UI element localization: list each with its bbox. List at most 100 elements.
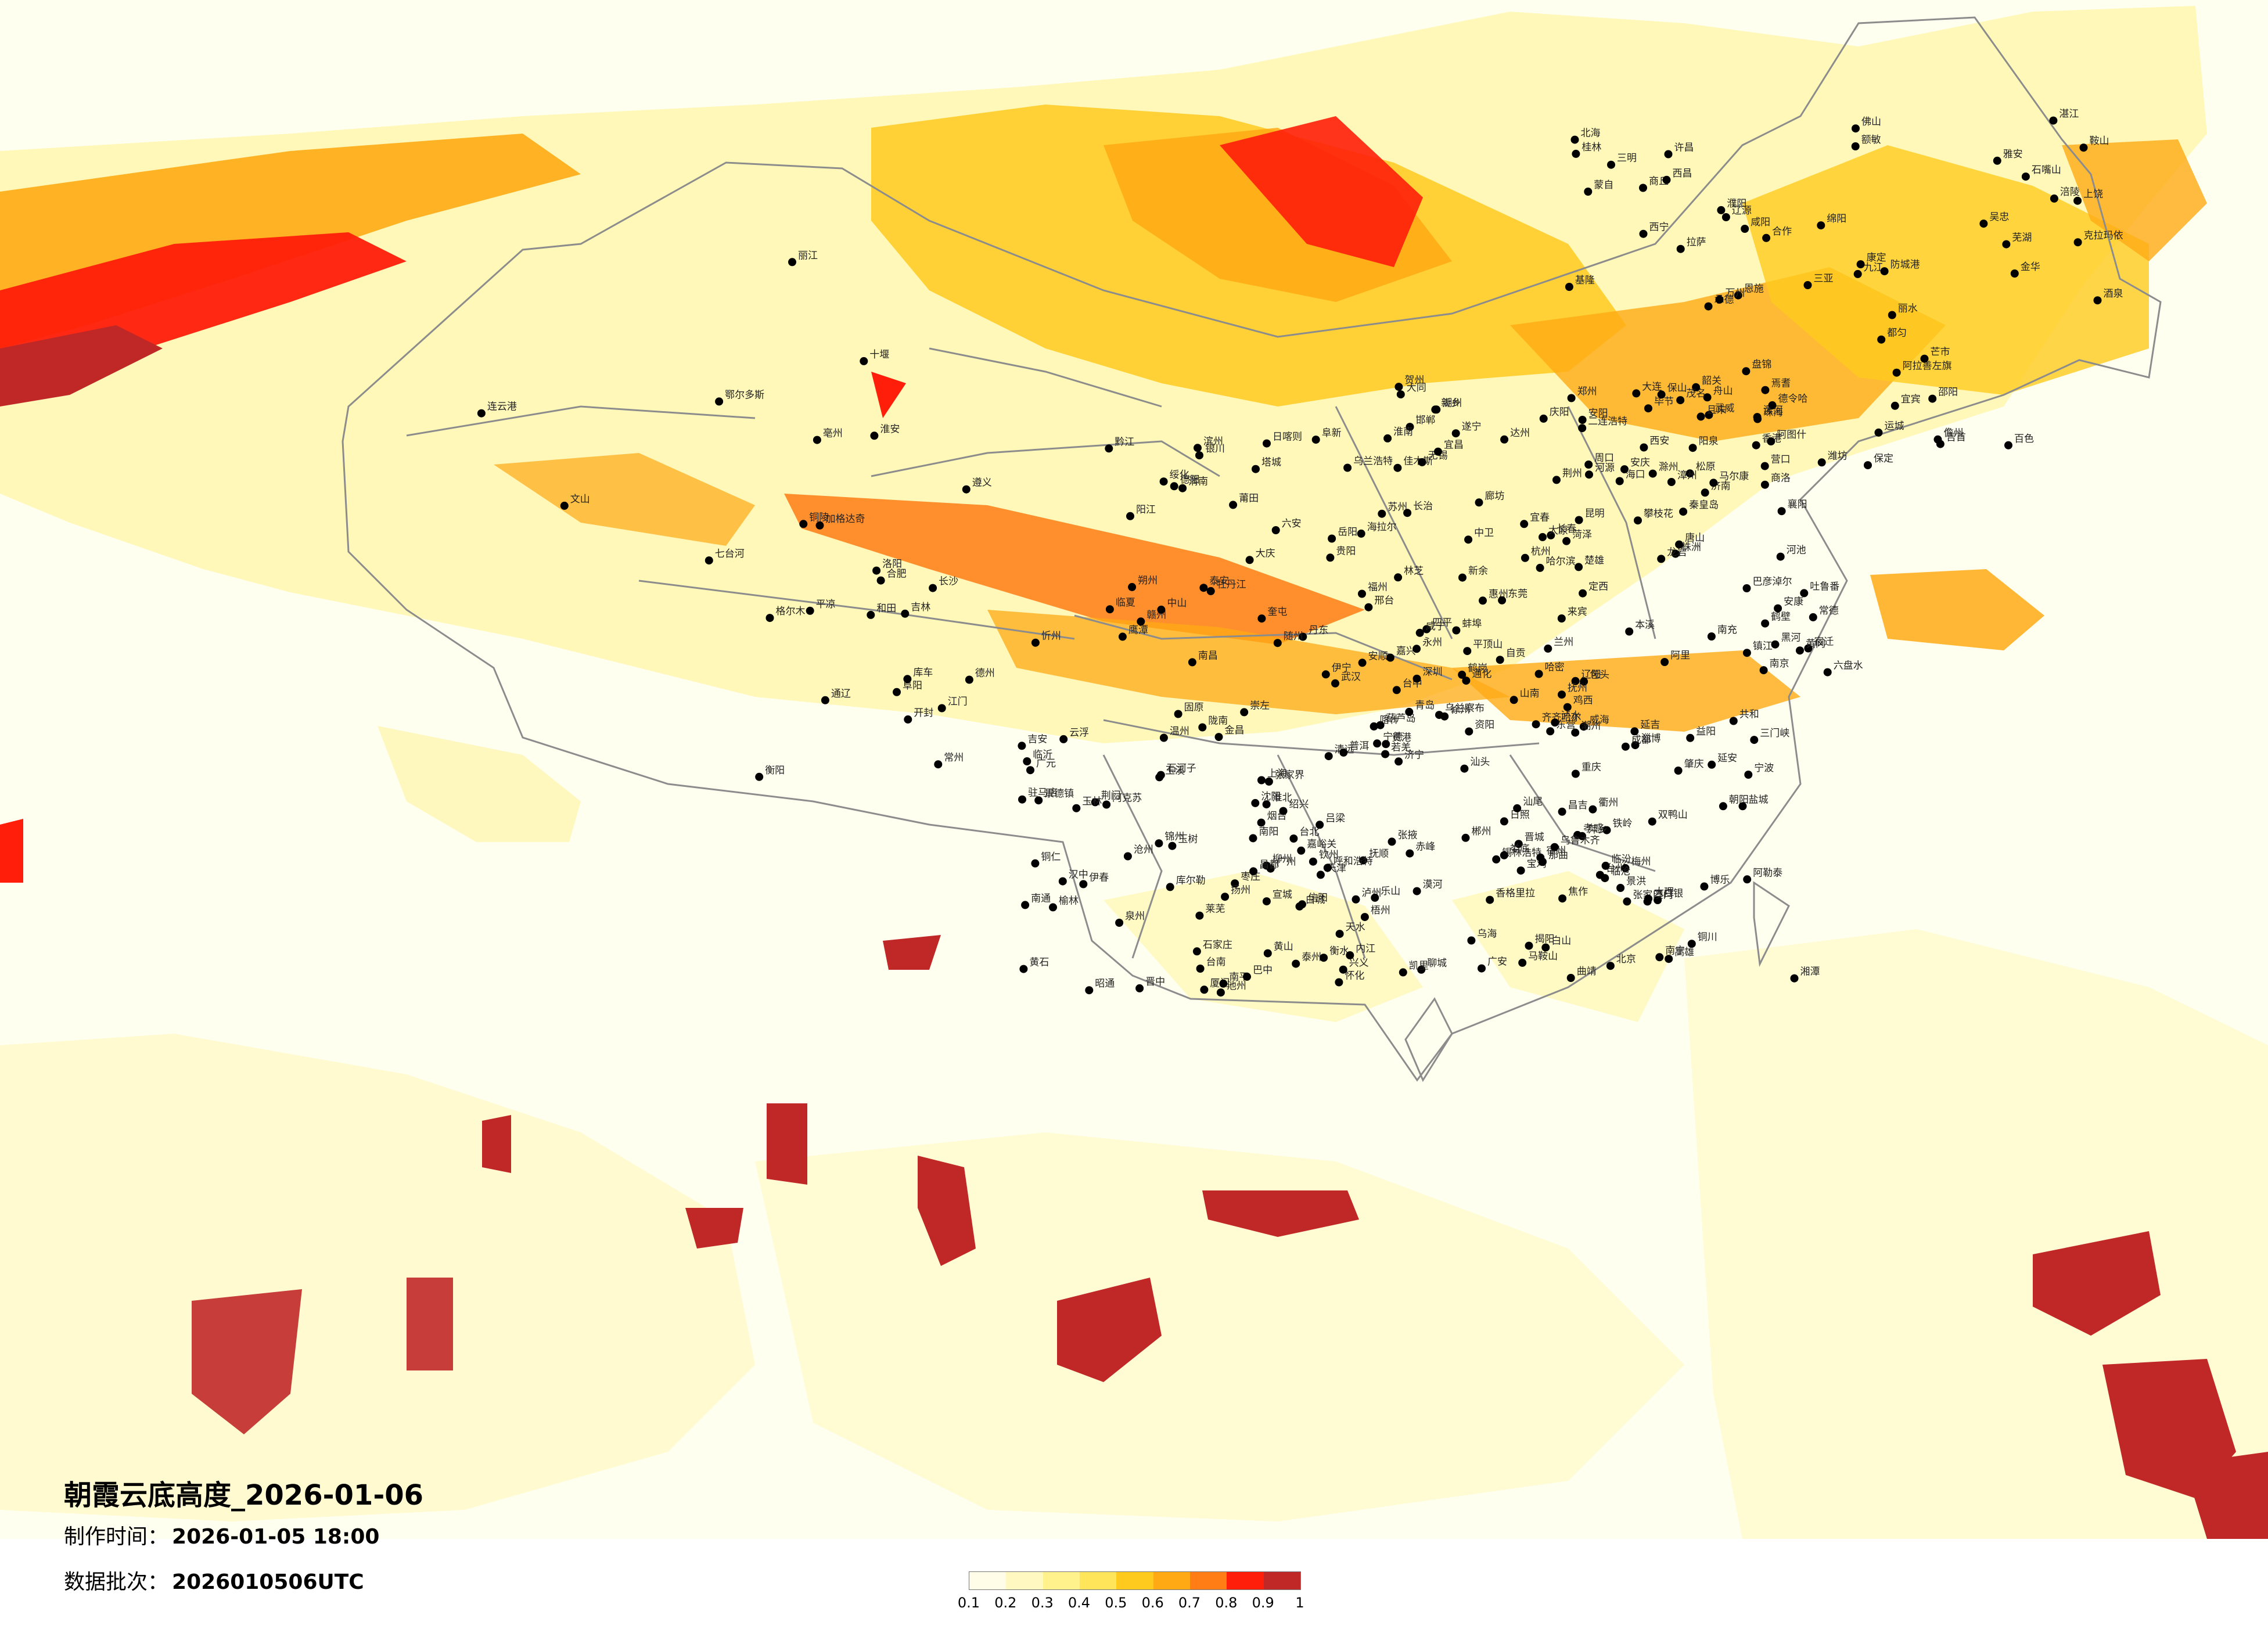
city-label: 六安 — [1282, 518, 1302, 530]
city-dot — [1771, 640, 1780, 649]
city-label: 昌吉 — [1568, 800, 1588, 811]
city-label: 长沙 — [939, 576, 958, 588]
city-marker: 宜春 — [1520, 512, 1550, 528]
city-marker: 资阳 — [1465, 720, 1494, 736]
city-dot — [1378, 509, 1386, 518]
city-dot — [1634, 516, 1642, 525]
city-dot — [1584, 188, 1593, 196]
city-marker: 荆州 — [1552, 467, 1582, 484]
city-marker: 扬州 — [1221, 884, 1250, 901]
city-dot — [1639, 229, 1648, 238]
city-marker: 泉州 — [1115, 911, 1145, 927]
city-label: 梧州 — [1371, 905, 1390, 916]
city-label: 阜新 — [1322, 427, 1342, 439]
city-dot — [1753, 415, 1762, 423]
city-dot — [1264, 777, 1273, 786]
city-dot — [1465, 727, 1473, 736]
city-marker: 安庆 — [1620, 457, 1650, 474]
city-marker: 嘉峪关 — [1297, 839, 1336, 855]
city-marker: 池州 — [1216, 980, 1246, 997]
city-dot — [1412, 887, 1421, 895]
city-label: 徐州 — [1450, 704, 1470, 716]
city-label: 盘锦 — [1752, 359, 1771, 370]
city-label: 河池 — [1787, 545, 1806, 556]
city-label: 渭南 — [1188, 476, 1208, 488]
city-dot — [1864, 461, 1872, 470]
city-label: 营口 — [1771, 454, 1791, 466]
city-dot — [1741, 225, 1749, 233]
city-marker: 海口 — [1615, 469, 1645, 485]
city-dot — [1630, 727, 1639, 736]
city-dot — [1195, 451, 1203, 460]
city-label: 绵阳 — [1827, 213, 1846, 225]
city-label: 庆阳 — [1550, 406, 1569, 418]
city-label: 威海 — [1590, 714, 1609, 726]
colorbar-tick-label: 0.3 — [1031, 1595, 1054, 1611]
city-label: 嘉峪关 — [1307, 839, 1336, 850]
city-label: 青岛 — [1415, 700, 1435, 711]
city-label: 忻州 — [1041, 631, 1061, 642]
city-marker: 塔城 — [1252, 457, 1281, 473]
city-marker: 蒙自 — [1584, 179, 1613, 196]
city-label: 玉林 — [1082, 796, 1102, 808]
city-dot — [1752, 441, 1760, 449]
city-marker: 都匀 — [1877, 328, 1907, 344]
city-marker: 德令哈 — [1768, 393, 1808, 409]
city-marker: 喀什 — [1370, 714, 1400, 731]
city-dot — [1571, 728, 1580, 737]
city-dot — [1358, 659, 1367, 667]
city-dot — [1292, 959, 1300, 968]
city-label: 双鸭山 — [1658, 810, 1688, 821]
city-dot — [1263, 949, 1272, 958]
city-marker: 邵阳 — [1928, 387, 1958, 403]
city-dot — [1297, 846, 1306, 855]
city-dot — [1316, 870, 1325, 879]
city-label: 锦州 — [1164, 831, 1184, 843]
city-marker: 昆明 — [1575, 508, 1605, 524]
city-label: 芒市 — [1931, 347, 1950, 358]
city-marker: 威海 — [1579, 714, 1609, 731]
city-dot — [1558, 894, 1567, 903]
city-marker: 普洱 — [1339, 740, 1369, 757]
city-dot — [1892, 368, 1901, 377]
city-dot — [1607, 160, 1615, 169]
city-dot — [1566, 974, 1575, 982]
city-label: 聊城 — [1427, 958, 1447, 969]
city-marker: 舟山 — [1703, 385, 1733, 402]
city-marker: 马鞍山 — [1518, 951, 1558, 967]
colorbar-cell — [1079, 1572, 1117, 1589]
city-dot — [1541, 943, 1550, 952]
city-marker: 菏泽 — [1562, 529, 1592, 545]
city-label: 宁波 — [1754, 762, 1774, 774]
city-label: 凯里 — [1409, 960, 1429, 972]
city-marker: 宜宾 — [1890, 394, 1921, 410]
city-dot — [1856, 260, 1865, 269]
city-dot — [2093, 296, 2102, 305]
city-label: 普洱 — [1349, 740, 1369, 752]
city-label: 常州 — [944, 752, 964, 764]
city-label: 黄冈 — [1806, 638, 1825, 650]
city-dot — [1251, 798, 1260, 807]
city-dot — [1579, 589, 1587, 598]
city-marker: 衡水 — [1320, 945, 1349, 962]
city-label: 茂名 — [1686, 388, 1706, 400]
city-label: 崇左 — [1250, 700, 1270, 711]
city-dot — [1700, 882, 1709, 891]
city-label: 淮安 — [880, 423, 900, 435]
city-dot — [1221, 893, 1230, 901]
city-label: 潍坊 — [1828, 450, 1848, 462]
city-marker: 乌兰浩特 — [1343, 456, 1393, 472]
city-marker: 武威 — [1705, 403, 1734, 419]
city-marker: 乌兰察布 — [1435, 703, 1485, 720]
city-dot — [1196, 965, 1205, 973]
city-marker: 乐山 — [1371, 886, 1400, 902]
city-label: 揭阳 — [1535, 934, 1555, 945]
city-marker: 石家庄 — [1192, 939, 1232, 956]
city-label: 焦作 — [1568, 886, 1588, 898]
city-label: 三亚 — [1814, 273, 1834, 285]
city-label: 荆州 — [1562, 467, 1582, 479]
city-label: 咸宁 — [1426, 621, 1446, 632]
city-marker: 那曲 — [1539, 850, 1568, 866]
city-label: 怀化 — [1345, 970, 1364, 982]
city-label: 丽水 — [1898, 303, 1918, 315]
